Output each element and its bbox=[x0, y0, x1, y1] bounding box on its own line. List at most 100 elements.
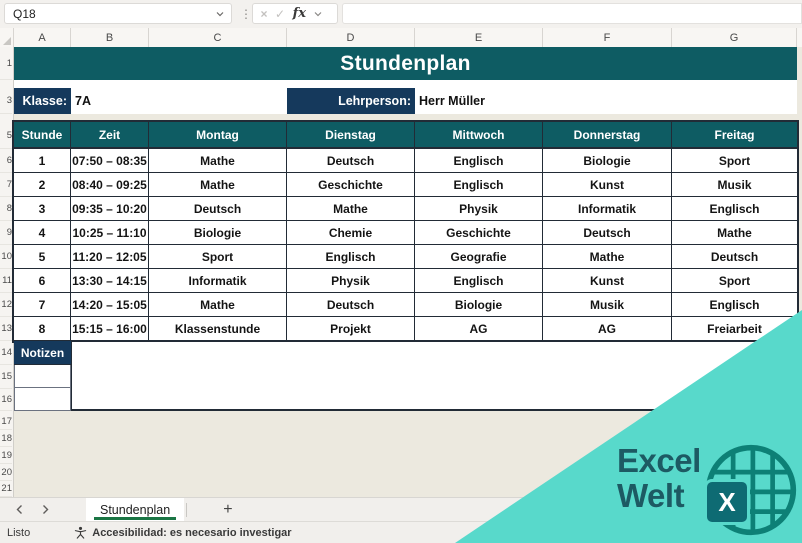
timetable-cell[interactable]: Informatik bbox=[149, 269, 287, 293]
day-header-cell[interactable]: Stunde bbox=[14, 122, 71, 149]
timetable-cell[interactable]: 14:20 – 15:05 bbox=[71, 293, 149, 317]
timetable-cell[interactable]: 08:40 – 09:25 bbox=[71, 173, 149, 197]
column-header-f[interactable]: F bbox=[543, 28, 672, 47]
row-header-11[interactable]: 11 bbox=[0, 269, 12, 293]
timetable-cell[interactable]: 8 bbox=[14, 317, 71, 341]
timetable-cell[interactable]: Informatik bbox=[543, 197, 672, 221]
lehrperson-value-cell[interactable]: Herr Müller bbox=[415, 88, 797, 114]
day-header-cell[interactable]: Dienstag bbox=[287, 122, 415, 149]
timetable-cell[interactable]: 7 bbox=[14, 293, 71, 317]
timetable-cell[interactable]: 2 bbox=[14, 173, 71, 197]
timetable-cell[interactable]: Mathe bbox=[287, 197, 415, 221]
timetable-cell[interactable]: 13:30 – 14:15 bbox=[71, 269, 149, 293]
timetable-cell[interactable]: Mathe bbox=[149, 149, 287, 173]
timetable-cell[interactable]: 4 bbox=[14, 221, 71, 245]
klasse-value-cell[interactable]: 7A bbox=[71, 88, 287, 114]
row-header-1[interactable]: 1 bbox=[0, 47, 12, 80]
timetable-cell[interactable]: Englisch bbox=[672, 197, 797, 221]
notizen-label-cell[interactable]: Notizen bbox=[14, 341, 71, 365]
timetable-cell[interactable]: Chemie bbox=[287, 221, 415, 245]
row-header-16[interactable]: 16 bbox=[0, 389, 12, 411]
timetable-cell[interactable]: Kunst bbox=[543, 269, 672, 293]
new-sheet-button[interactable]: + bbox=[223, 500, 233, 518]
row-header-20[interactable]: 20 bbox=[0, 464, 12, 481]
row-header-12[interactable]: 12 bbox=[0, 293, 12, 317]
column-header-d[interactable]: D bbox=[287, 28, 415, 47]
timetable-cell[interactable]: Mathe bbox=[672, 221, 797, 245]
day-header-cell[interactable]: Montag bbox=[149, 122, 287, 149]
select-all-corner[interactable] bbox=[0, 28, 14, 47]
notes-area[interactable] bbox=[71, 341, 797, 411]
enter-icon[interactable]: ✓ bbox=[275, 6, 286, 21]
timetable-cell[interactable]: Englisch bbox=[287, 245, 415, 269]
insert-function-icon[interactable]: fx bbox=[292, 6, 306, 21]
column-header-g[interactable]: G bbox=[672, 28, 797, 47]
klasse-label-cell[interactable]: Klasse: bbox=[14, 88, 71, 114]
timetable-cell[interactable]: Geografie bbox=[415, 245, 543, 269]
timetable-cell[interactable]: 07:50 – 08:35 bbox=[71, 149, 149, 173]
lehrperson-label-cell[interactable]: Lehrperson: bbox=[287, 88, 415, 114]
timetable-cell[interactable]: Geschichte bbox=[415, 221, 543, 245]
timetable-cell[interactable]: Freiarbeit bbox=[672, 317, 797, 341]
timetable-cell[interactable]: Biologie bbox=[415, 293, 543, 317]
timetable-cell[interactable]: Englisch bbox=[415, 269, 543, 293]
accessibility-status[interactable]: Accesibilidad: es necesario investigar bbox=[74, 526, 292, 539]
row-header-10[interactable]: 10 bbox=[0, 245, 12, 269]
timetable-cell[interactable]: Geschichte bbox=[287, 173, 415, 197]
timetable-cell[interactable]: Deutsch bbox=[149, 197, 287, 221]
formula-input[interactable] bbox=[342, 3, 802, 24]
timetable-cell[interactable]: AG bbox=[415, 317, 543, 341]
row-header-18[interactable]: 18 bbox=[0, 430, 12, 447]
day-header-cell[interactable]: Freitag bbox=[672, 122, 797, 149]
prev-sheet-icon[interactable] bbox=[6, 498, 32, 521]
timetable-cell[interactable]: Deutsch bbox=[287, 149, 415, 173]
timetable-cell[interactable]: Englisch bbox=[672, 293, 797, 317]
row-header-6[interactable]: 6 bbox=[0, 149, 12, 173]
row-header-21[interactable]: 21 bbox=[0, 481, 12, 497]
row-header-19[interactable]: 19 bbox=[0, 447, 12, 464]
row-header-7[interactable]: 7 bbox=[0, 173, 12, 197]
timetable-cell[interactable]: Kunst bbox=[543, 173, 672, 197]
next-sheet-icon[interactable] bbox=[32, 498, 58, 521]
tab-stundenplan[interactable]: Stundenplan bbox=[86, 498, 185, 521]
row-header-5[interactable]: 5 bbox=[0, 122, 12, 149]
timetable-cell[interactable]: Musik bbox=[672, 173, 797, 197]
timetable-cell[interactable]: Englisch bbox=[415, 173, 543, 197]
fx-chevron-down-icon[interactable] bbox=[313, 9, 323, 19]
timetable-cell[interactable]: 3 bbox=[14, 197, 71, 221]
timetable-cell[interactable]: Physik bbox=[415, 197, 543, 221]
timetable-cell[interactable]: Mathe bbox=[149, 293, 287, 317]
title-cell[interactable]: Stundenplan bbox=[14, 47, 797, 80]
column-header-a[interactable]: A bbox=[14, 28, 71, 47]
timetable-cell[interactable]: Sport bbox=[149, 245, 287, 269]
row-header-8[interactable]: 8 bbox=[0, 197, 12, 221]
timetable-cell[interactable]: Biologie bbox=[543, 149, 672, 173]
column-header-b[interactable]: B bbox=[71, 28, 149, 47]
timetable-cell[interactable]: 11:20 – 12:05 bbox=[71, 245, 149, 269]
timetable-cell[interactable]: Mathe bbox=[543, 245, 672, 269]
cancel-icon[interactable]: × bbox=[260, 6, 268, 21]
timetable-cell[interactable]: Mathe bbox=[149, 173, 287, 197]
timetable-cell[interactable]: Sport bbox=[672, 149, 797, 173]
row-header-17[interactable]: 17 bbox=[0, 413, 12, 430]
day-header-cell[interactable]: Zeit bbox=[71, 122, 149, 149]
timetable-cell[interactable]: Sport bbox=[672, 269, 797, 293]
row-header-9[interactable]: 9 bbox=[0, 221, 12, 245]
timetable-cell[interactable]: Physik bbox=[287, 269, 415, 293]
name-box[interactable]: Q18 bbox=[4, 3, 232, 24]
timetable-cell[interactable]: Musik bbox=[543, 293, 672, 317]
row-header-3[interactable]: 3 bbox=[0, 88, 12, 114]
timetable-cell[interactable]: Projekt bbox=[287, 317, 415, 341]
timetable-cell[interactable]: 1 bbox=[14, 149, 71, 173]
timetable-cell[interactable]: 10:25 – 11:10 bbox=[71, 221, 149, 245]
row-header-15[interactable]: 15 bbox=[0, 365, 12, 389]
day-header-cell[interactable]: Mittwoch bbox=[415, 122, 543, 149]
row-header-14[interactable]: 14 bbox=[0, 341, 12, 365]
timetable-cell[interactable]: 15:15 – 16:00 bbox=[71, 317, 149, 341]
timetable-cell[interactable]: 09:35 – 10:20 bbox=[71, 197, 149, 221]
timetable-cell[interactable]: 6 bbox=[14, 269, 71, 293]
column-header-e[interactable]: E bbox=[415, 28, 543, 47]
timetable-cell[interactable]: Deutsch bbox=[287, 293, 415, 317]
cell-a16[interactable] bbox=[14, 388, 71, 411]
timetable-cell[interactable]: Englisch bbox=[415, 149, 543, 173]
